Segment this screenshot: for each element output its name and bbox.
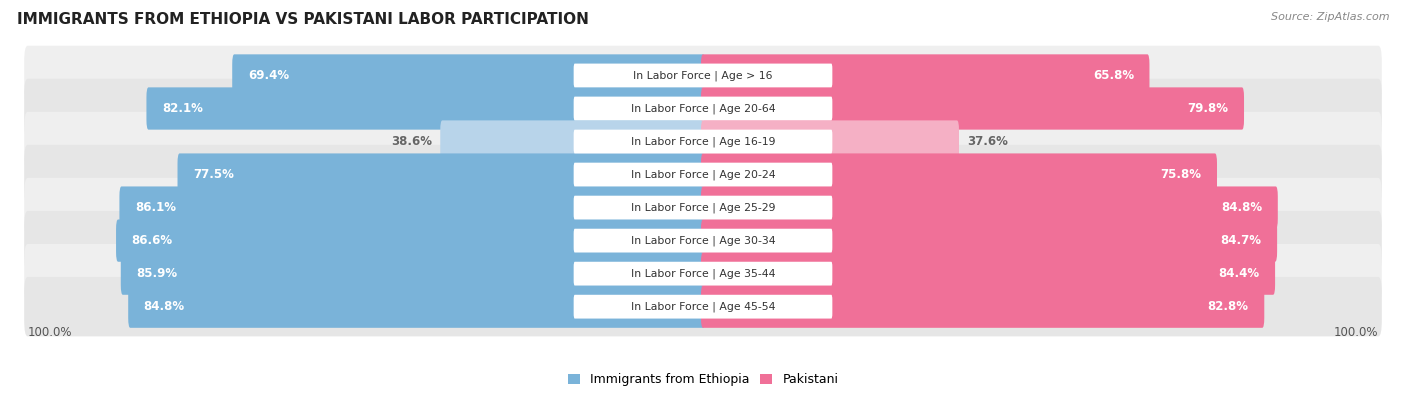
Text: 84.7%: 84.7%: [1220, 234, 1261, 247]
Text: In Labor Force | Age 20-64: In Labor Force | Age 20-64: [631, 103, 775, 114]
Text: 65.8%: 65.8%: [1092, 69, 1133, 82]
Text: 85.9%: 85.9%: [136, 267, 177, 280]
FancyBboxPatch shape: [128, 286, 704, 328]
Text: 82.8%: 82.8%: [1208, 300, 1249, 313]
FancyBboxPatch shape: [24, 79, 1382, 138]
FancyBboxPatch shape: [702, 252, 1275, 295]
FancyBboxPatch shape: [440, 120, 704, 163]
Text: 84.8%: 84.8%: [1222, 201, 1263, 214]
FancyBboxPatch shape: [24, 145, 1382, 204]
FancyBboxPatch shape: [702, 186, 1278, 229]
FancyBboxPatch shape: [574, 262, 832, 286]
FancyBboxPatch shape: [702, 55, 1150, 97]
Text: In Labor Force | Age > 16: In Labor Force | Age > 16: [633, 70, 773, 81]
FancyBboxPatch shape: [702, 153, 1218, 196]
FancyBboxPatch shape: [574, 64, 832, 87]
FancyBboxPatch shape: [24, 244, 1382, 303]
FancyBboxPatch shape: [702, 87, 1244, 130]
Text: 100.0%: 100.0%: [1334, 326, 1378, 339]
Text: Source: ZipAtlas.com: Source: ZipAtlas.com: [1271, 12, 1389, 22]
Text: In Labor Force | Age 30-34: In Labor Force | Age 30-34: [631, 235, 775, 246]
FancyBboxPatch shape: [24, 112, 1382, 171]
Text: 37.6%: 37.6%: [967, 135, 1008, 148]
FancyBboxPatch shape: [574, 163, 832, 186]
Text: 86.1%: 86.1%: [135, 201, 176, 214]
FancyBboxPatch shape: [232, 55, 704, 97]
Legend: Immigrants from Ethiopia, Pakistani: Immigrants from Ethiopia, Pakistani: [568, 373, 838, 386]
FancyBboxPatch shape: [574, 229, 832, 252]
FancyBboxPatch shape: [177, 153, 704, 196]
Text: In Labor Force | Age 25-29: In Labor Force | Age 25-29: [631, 202, 775, 213]
FancyBboxPatch shape: [24, 211, 1382, 270]
Text: 38.6%: 38.6%: [391, 135, 432, 148]
Text: 84.8%: 84.8%: [143, 300, 184, 313]
Text: In Labor Force | Age 45-54: In Labor Force | Age 45-54: [631, 301, 775, 312]
Text: 82.1%: 82.1%: [162, 102, 202, 115]
FancyBboxPatch shape: [24, 46, 1382, 105]
FancyBboxPatch shape: [146, 87, 704, 130]
Text: 69.4%: 69.4%: [247, 69, 288, 82]
FancyBboxPatch shape: [24, 277, 1382, 337]
Text: In Labor Force | Age 20-24: In Labor Force | Age 20-24: [631, 169, 775, 180]
Text: 100.0%: 100.0%: [28, 326, 72, 339]
FancyBboxPatch shape: [121, 252, 704, 295]
Text: In Labor Force | Age 35-44: In Labor Force | Age 35-44: [631, 268, 775, 279]
Text: IMMIGRANTS FROM ETHIOPIA VS PAKISTANI LABOR PARTICIPATION: IMMIGRANTS FROM ETHIOPIA VS PAKISTANI LA…: [17, 12, 589, 27]
FancyBboxPatch shape: [702, 120, 959, 163]
Text: In Labor Force | Age 16-19: In Labor Force | Age 16-19: [631, 136, 775, 147]
FancyBboxPatch shape: [24, 178, 1382, 237]
Text: 75.8%: 75.8%: [1160, 168, 1202, 181]
FancyBboxPatch shape: [574, 196, 832, 220]
Text: 77.5%: 77.5%: [193, 168, 233, 181]
FancyBboxPatch shape: [702, 286, 1264, 328]
FancyBboxPatch shape: [574, 97, 832, 120]
FancyBboxPatch shape: [574, 295, 832, 318]
FancyBboxPatch shape: [120, 186, 704, 229]
Text: 84.4%: 84.4%: [1219, 267, 1260, 280]
Text: 79.8%: 79.8%: [1188, 102, 1229, 115]
FancyBboxPatch shape: [574, 130, 832, 153]
FancyBboxPatch shape: [117, 220, 704, 262]
FancyBboxPatch shape: [702, 220, 1277, 262]
Text: 86.6%: 86.6%: [132, 234, 173, 247]
